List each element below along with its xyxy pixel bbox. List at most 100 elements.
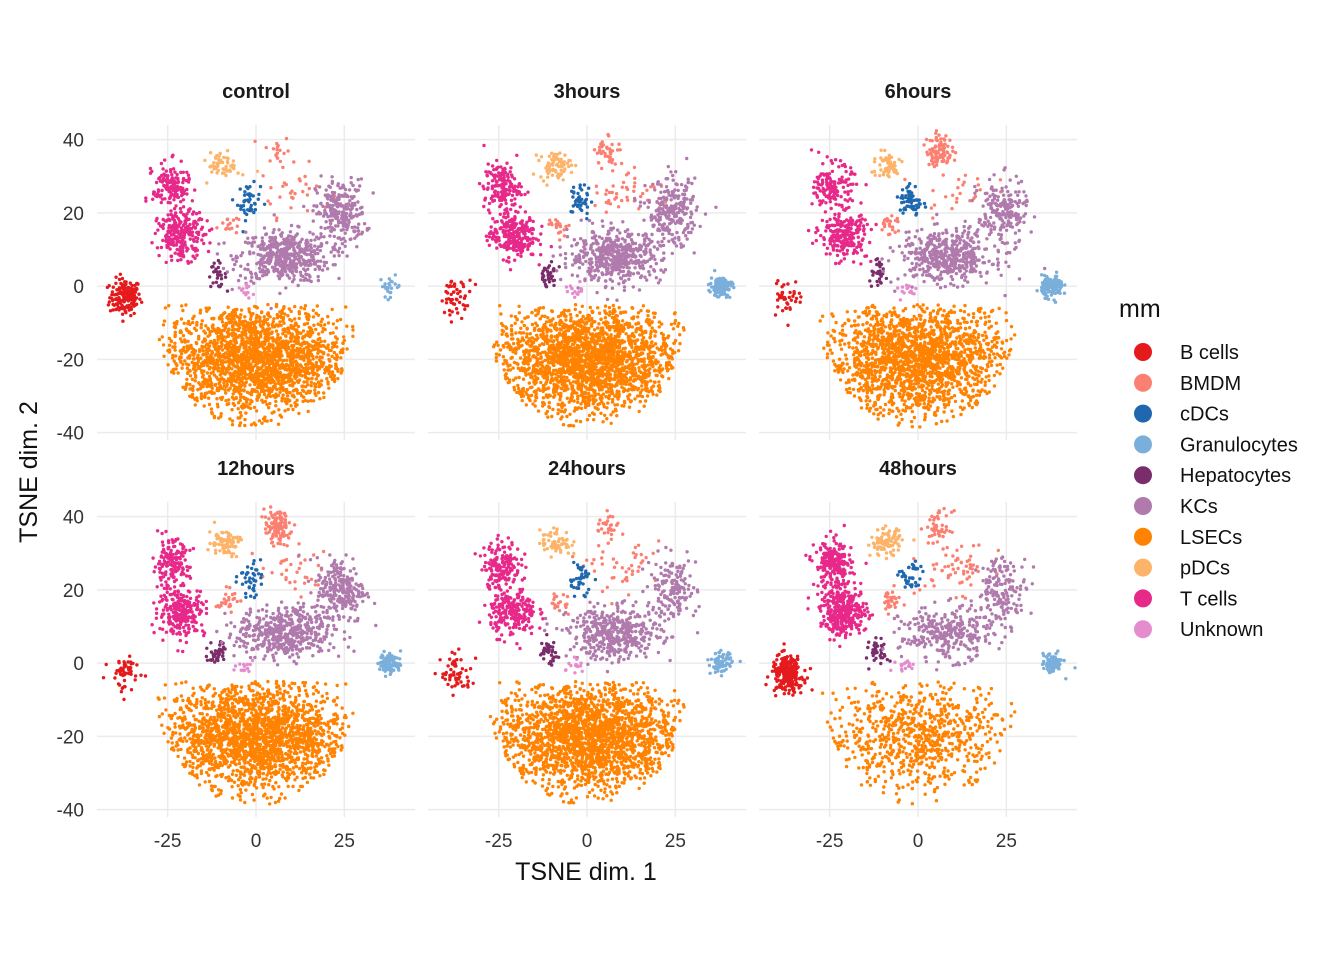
data-point (659, 218, 662, 221)
data-point (622, 247, 625, 250)
data-point (261, 174, 264, 177)
data-point (249, 325, 252, 328)
data-point (192, 220, 195, 223)
data-point (169, 255, 172, 258)
data-point (237, 350, 240, 353)
data-point (679, 222, 682, 225)
data-point (285, 402, 288, 405)
data-point (250, 389, 253, 392)
data-point (350, 204, 353, 207)
data-point (116, 307, 119, 310)
data-point (308, 187, 311, 190)
data-point (301, 351, 304, 354)
data-point (339, 356, 342, 359)
data-point (202, 339, 205, 342)
data-point (112, 286, 115, 289)
data-point (231, 258, 234, 261)
data-point (329, 199, 332, 202)
data-point (339, 238, 342, 241)
data-point (357, 178, 360, 181)
data-point (601, 219, 604, 222)
data-point (327, 367, 330, 370)
data-point (195, 396, 198, 399)
data-point (277, 408, 280, 411)
data-point (284, 286, 287, 289)
data-point (347, 219, 350, 222)
data-point (165, 236, 168, 239)
data-point (282, 322, 285, 325)
data-point (577, 200, 580, 203)
data-point (295, 339, 298, 342)
data-point (249, 399, 252, 402)
data-point (207, 397, 210, 400)
data-point (208, 306, 211, 309)
data-point (244, 276, 247, 279)
data-point (243, 315, 246, 318)
data-point (206, 371, 209, 374)
data-point (177, 252, 180, 255)
data-point (598, 265, 601, 268)
data-point (290, 266, 293, 269)
data-point (235, 255, 238, 258)
data-point (218, 317, 221, 320)
data-point (304, 252, 307, 255)
data-point (353, 202, 356, 205)
data-point (649, 216, 652, 219)
data-point (274, 263, 277, 266)
data-point (637, 261, 640, 264)
data-point (281, 231, 284, 234)
data-point (168, 179, 171, 182)
data-point (673, 236, 676, 239)
data-point (208, 383, 211, 386)
data-point (276, 261, 279, 264)
data-point (179, 246, 182, 249)
data-point (564, 262, 567, 265)
data-point (332, 374, 335, 377)
data-point (271, 368, 274, 371)
data-point (178, 355, 181, 358)
data-point (244, 411, 247, 414)
data-point (197, 367, 200, 370)
data-point (185, 246, 188, 249)
data-point (567, 224, 570, 227)
data-point (182, 198, 185, 201)
data-point (660, 212, 663, 215)
data-point (669, 170, 672, 173)
data-point (317, 380, 320, 383)
data-point (107, 303, 110, 306)
data-point (328, 370, 331, 373)
data-point (675, 244, 678, 247)
data-point (244, 355, 247, 358)
data-point (208, 375, 211, 378)
data-point (334, 224, 337, 227)
data-point (257, 245, 260, 248)
data-point (221, 320, 224, 323)
data-point (289, 359, 292, 362)
data-point (267, 394, 270, 397)
data-point (264, 372, 267, 375)
data-point (167, 231, 170, 234)
data-point (341, 251, 344, 254)
data-point (256, 399, 259, 402)
data-point (179, 331, 182, 334)
data-point (162, 343, 165, 346)
data-point (618, 269, 621, 272)
data-point (179, 207, 182, 210)
data-point (249, 363, 252, 366)
data-point (355, 245, 358, 248)
data-point (617, 205, 620, 208)
data-point (572, 190, 575, 193)
data-point (233, 317, 236, 320)
data-point (227, 321, 230, 324)
data-point (449, 298, 452, 301)
data-point (231, 419, 234, 422)
data-point (248, 250, 251, 253)
data-point (263, 393, 266, 396)
data-point (285, 359, 288, 362)
data-point (176, 193, 179, 196)
data-point (180, 190, 183, 193)
data-point (278, 320, 281, 323)
data-point (132, 301, 135, 304)
data-point (331, 370, 334, 373)
data-point (161, 239, 164, 242)
